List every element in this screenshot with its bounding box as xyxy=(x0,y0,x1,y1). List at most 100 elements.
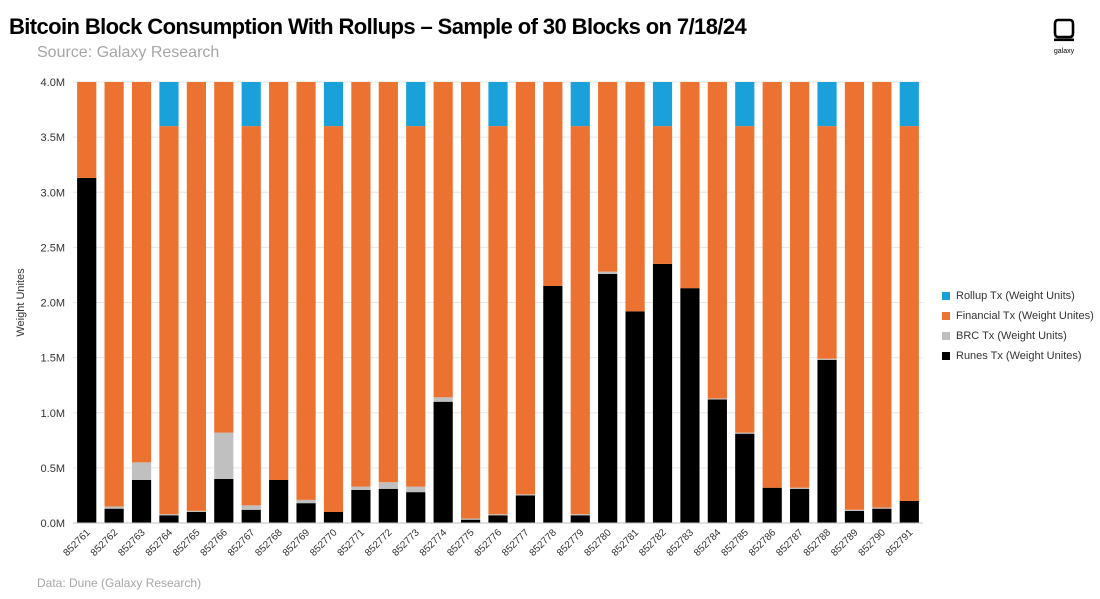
bar-segment xyxy=(680,288,700,523)
x-tick-label: 852776 xyxy=(473,527,505,559)
legend-item: BRC Tx (Weight Units) xyxy=(942,326,1094,346)
bar-segment xyxy=(598,273,618,523)
bar-segment xyxy=(186,82,206,511)
x-tick-label: 852773 xyxy=(390,527,422,559)
bar-segment xyxy=(515,494,536,496)
bar-segment xyxy=(296,82,316,500)
bar-segment xyxy=(762,487,782,523)
x-tick-label: 852762 xyxy=(89,527,121,559)
x-tick-label: 852777 xyxy=(500,527,532,559)
bar-segment xyxy=(77,177,97,524)
x-tick-label: 852781 xyxy=(610,527,642,559)
legend-label: BRC Tx (Weight Units) xyxy=(956,330,1067,342)
bar-segment xyxy=(817,359,837,523)
x-tick-label: 852766 xyxy=(199,527,231,559)
bar-segment xyxy=(570,82,590,127)
x-tick-label: 852767 xyxy=(226,527,258,559)
legend-label: Rollup Tx (Weight Units) xyxy=(956,290,1075,302)
x-tick-label: 852768 xyxy=(253,527,285,559)
x-tick-label: 852764 xyxy=(144,527,176,559)
y-tick-label: 0.0M xyxy=(41,518,65,530)
bar-segment xyxy=(460,518,481,520)
bar-segment xyxy=(241,82,261,127)
bar-segment xyxy=(872,507,892,509)
x-tick-label: 852769 xyxy=(281,527,313,559)
x-tick-label: 852787 xyxy=(774,527,806,559)
bar-segment xyxy=(488,82,508,127)
y-tick-label: 3.5M xyxy=(41,132,65,144)
bar-segment xyxy=(515,495,536,523)
bar-segment xyxy=(159,514,179,516)
bar-segment xyxy=(214,478,234,523)
bar-segment xyxy=(323,82,344,127)
bar-segment xyxy=(680,82,700,289)
bar-segment xyxy=(570,515,590,523)
x-tick-label: 852784 xyxy=(692,527,724,559)
bar-segment xyxy=(735,433,755,523)
bar-segment xyxy=(899,500,919,523)
bar-segment xyxy=(735,82,755,127)
bar-segment xyxy=(131,82,152,463)
bar-segment xyxy=(488,514,508,516)
legend-swatch xyxy=(942,312,950,320)
legend-swatch xyxy=(942,292,950,300)
bar-segment xyxy=(817,358,837,360)
x-tick-label: 852782 xyxy=(637,527,669,559)
legend-item: Rollup Tx (Weight Units) xyxy=(942,286,1094,306)
bar-segment xyxy=(214,82,234,433)
bar-segment xyxy=(460,519,481,523)
bar-segment xyxy=(241,126,261,506)
x-tick-label: 852775 xyxy=(445,527,477,559)
y-tick-label: 2.0M xyxy=(41,298,65,310)
bar-segment xyxy=(598,82,618,272)
bar-segment xyxy=(707,398,727,400)
bar-segment xyxy=(406,126,426,487)
x-tick-label: 852786 xyxy=(747,527,779,559)
data-source-note: Data: Dune (Galaxy Research) xyxy=(37,576,202,590)
bar-segment xyxy=(131,462,152,481)
bar-segment xyxy=(872,82,892,508)
y-axis-label: Weight Unites xyxy=(15,268,27,337)
bar-segment xyxy=(543,82,563,286)
bar-segment xyxy=(790,487,810,489)
legend-item: Runes Tx (Weight Unites) xyxy=(942,346,1094,366)
y-tick-label: 1.5M xyxy=(41,353,65,365)
x-tick-label: 852789 xyxy=(829,527,861,559)
bar-segment xyxy=(707,82,727,399)
bar-segment xyxy=(159,82,179,127)
x-tick-label: 852761 xyxy=(61,527,93,559)
bar-segment xyxy=(460,82,481,519)
bar-segment xyxy=(652,82,673,127)
bar-segment xyxy=(543,285,563,523)
y-tick-label: 2.5M xyxy=(41,242,65,254)
y-tick-label: 0.5M xyxy=(41,463,65,475)
bar-segment xyxy=(652,126,673,264)
bar-segment xyxy=(104,508,124,523)
bar-segment xyxy=(817,82,837,127)
bar-segment xyxy=(488,126,508,515)
bar-segment xyxy=(296,499,316,504)
bar-segment xyxy=(790,82,810,488)
legend-swatch xyxy=(942,352,950,360)
x-tick-label: 852771 xyxy=(336,527,368,559)
bar-segment xyxy=(214,432,234,479)
bar-segment xyxy=(378,488,398,523)
bar-segment xyxy=(186,511,206,523)
bar-segment xyxy=(899,126,919,501)
bar-segment xyxy=(241,505,261,510)
bar-segment xyxy=(433,82,453,398)
bar-segment xyxy=(323,511,344,523)
legend-label: Financial Tx (Weight Unites) xyxy=(956,310,1094,322)
chart-title: Bitcoin Block Consumption With Rollups –… xyxy=(9,14,747,39)
x-tick-label: 852765 xyxy=(171,527,203,559)
bar-segment xyxy=(159,126,179,515)
bar-segment xyxy=(844,510,865,523)
x-tick-label: 852763 xyxy=(116,527,148,559)
bar-segment xyxy=(899,82,919,127)
x-tick-label: 852778 xyxy=(528,527,560,559)
bar-segment xyxy=(351,489,371,523)
bar-segment xyxy=(762,82,782,488)
bar-segment xyxy=(790,488,810,523)
bar-segment xyxy=(241,509,261,523)
